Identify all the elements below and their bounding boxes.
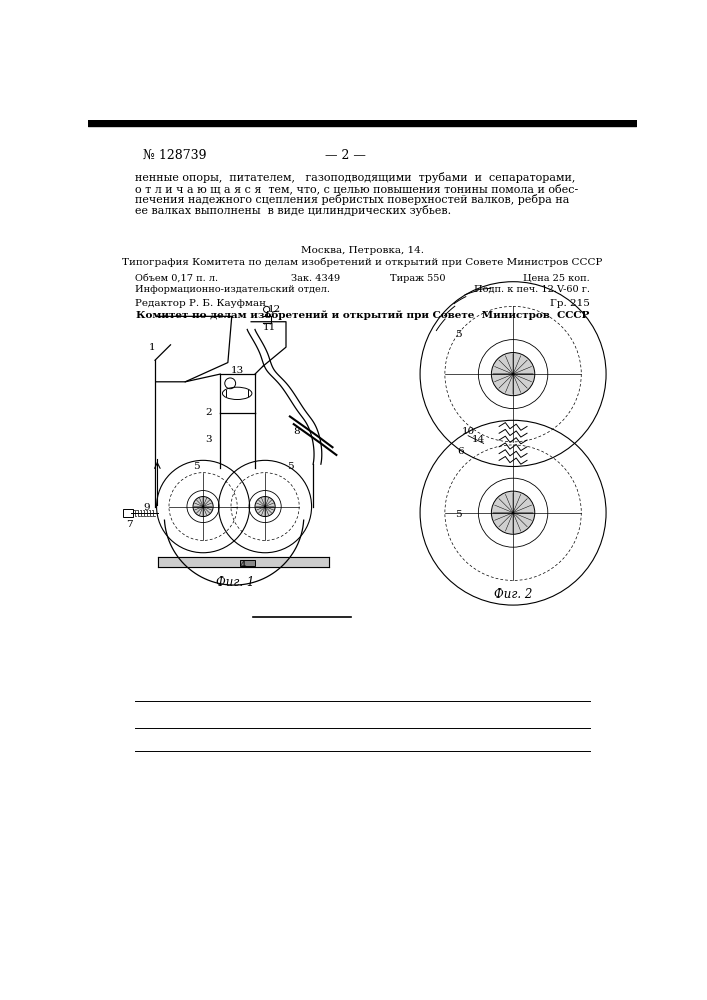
Text: Москва, Петровка, 14.: Москва, Петровка, 14. — [301, 246, 423, 255]
Text: Комитет по делам изобретений и открытий при Совете  Министров  СССР: Комитет по делам изобретений и открытий … — [136, 310, 589, 320]
Text: 5: 5 — [286, 462, 293, 471]
Text: 8: 8 — [293, 427, 299, 436]
Text: 1: 1 — [148, 343, 156, 352]
Text: № 128739: № 128739 — [144, 149, 206, 162]
Circle shape — [255, 497, 275, 517]
Text: Информационно-издательский отдел.: Информационно-издательский отдел. — [135, 285, 330, 294]
Text: Типография Комитета по делам изобретений и открытий при Совете Министров СССР: Типография Комитета по делам изобретений… — [122, 257, 602, 267]
Text: 14: 14 — [472, 435, 485, 444]
Text: Подп. к печ. 12.V-60 г.: Подп. к печ. 12.V-60 г. — [474, 285, 590, 294]
Text: печения надежного сцепления ребристых поверхностей валков, ребра на: печения надежного сцепления ребристых по… — [135, 194, 569, 205]
Text: Зак. 4349: Зак. 4349 — [291, 274, 340, 283]
Circle shape — [193, 497, 213, 517]
Text: 10: 10 — [462, 427, 474, 436]
Text: Объем 0,17 п. л.: Объем 0,17 п. л. — [135, 274, 218, 283]
Circle shape — [491, 491, 534, 534]
Text: — 2 —: — 2 — — [325, 149, 366, 162]
Text: Цена 25 коп.: Цена 25 коп. — [523, 274, 590, 283]
Text: Тираж 550: Тираж 550 — [390, 274, 445, 283]
Text: 6: 6 — [457, 447, 464, 456]
Text: Гр. 215: Гр. 215 — [550, 299, 590, 308]
Text: о т л и ч а ю щ а я с я  тем, что, с целью повышения тонины помола и обес-: о т л и ч а ю щ а я с я тем, что, с цель… — [135, 183, 578, 194]
Text: ее валках выполнены  в виде цилиндрических зубьев.: ее валках выполнены в виде цилиндрически… — [135, 205, 451, 216]
Text: Фиг. 2: Фиг. 2 — [494, 588, 532, 601]
Text: 5: 5 — [194, 462, 200, 471]
Bar — [123, 509, 132, 517]
Circle shape — [491, 353, 534, 396]
Text: Редактор Р. Б. Кауфман: Редактор Р. Б. Кауфман — [135, 299, 266, 308]
Text: 13: 13 — [230, 366, 244, 375]
Text: 5: 5 — [455, 510, 462, 519]
Text: 11: 11 — [262, 323, 276, 332]
Text: Фиг. 1: Фиг. 1 — [216, 576, 255, 589]
Text: 12: 12 — [268, 305, 281, 314]
Text: 2: 2 — [205, 408, 212, 417]
Text: 9: 9 — [144, 503, 150, 512]
Text: ненные опоры,  питателем,   газоподводящими  трубами  и  сепараторами,: ненные опоры, питателем, газоподводящими… — [135, 172, 575, 183]
Bar — [240, 560, 255, 566]
Text: 5: 5 — [455, 330, 462, 339]
Text: 3: 3 — [205, 435, 212, 444]
Text: 4: 4 — [240, 561, 247, 570]
Text: 7: 7 — [126, 520, 133, 529]
